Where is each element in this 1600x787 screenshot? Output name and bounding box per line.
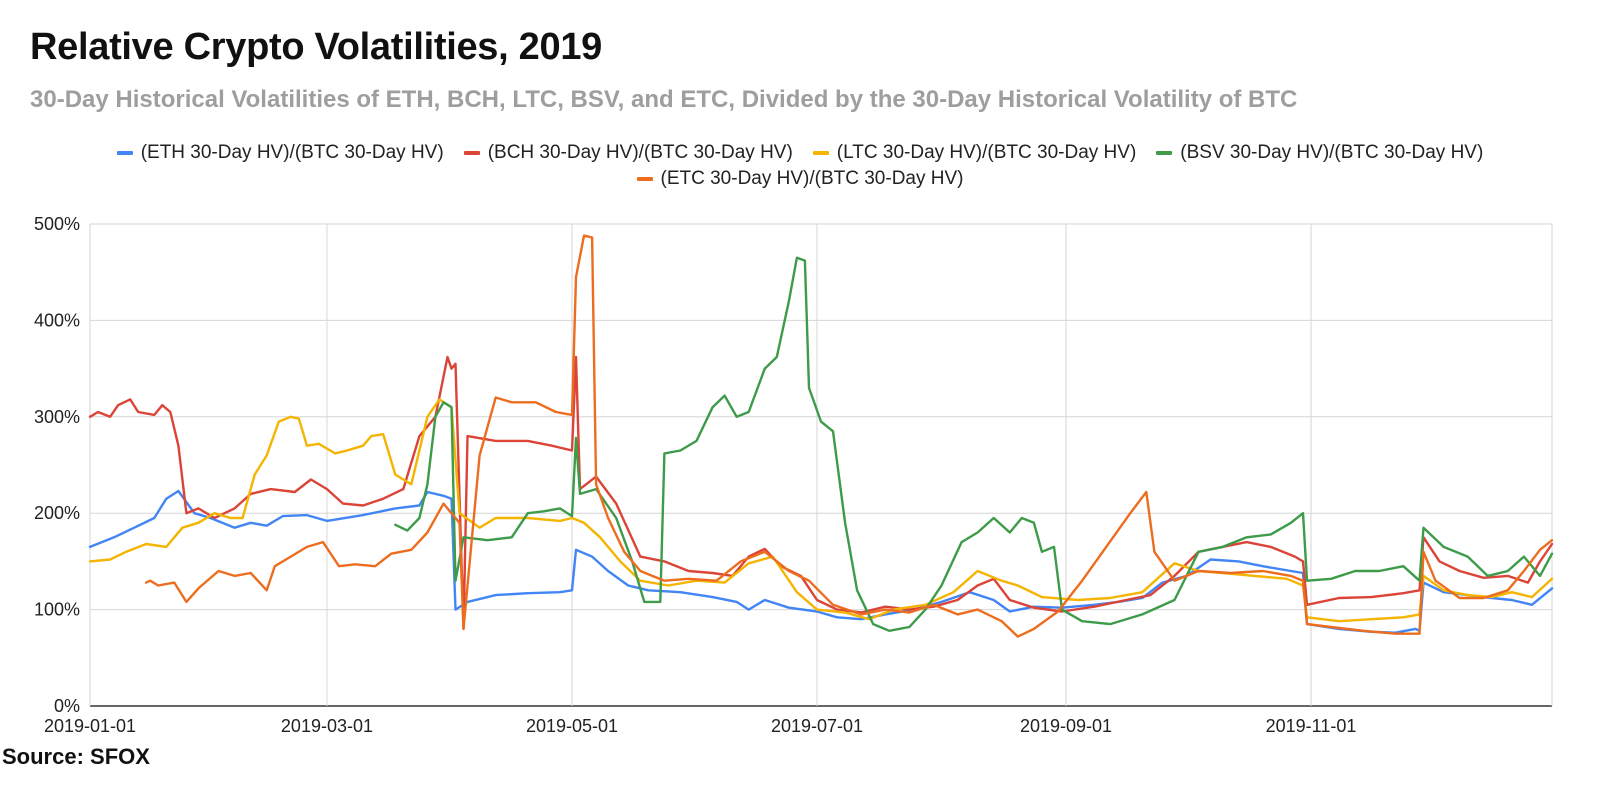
- x-tick-label: 2019-11-01: [1266, 716, 1357, 736]
- legend: (ETH 30-Day HV)/(BTC 30-Day HV) (BCH 30-…: [0, 140, 1600, 192]
- legend-item-etc[interactable]: (ETC 30-Day HV)/(BTC 30-Day HV): [636, 168, 964, 190]
- series-line-etc: [144, 234, 1554, 638]
- legend-swatch-etc: [636, 177, 653, 181]
- legend-label-etc: (ETC 30-Day HV)/(BTC 30-Day HV): [660, 168, 964, 189]
- source-note: Source: SFOX: [2, 744, 150, 769]
- y-tick-label: 400%: [34, 310, 80, 330]
- series-line-bch: [88, 355, 1554, 631]
- x-tick-label: 2019-03-01: [281, 716, 373, 736]
- legend-label-ltc: (LTC 30-Day HV)/(BTC 30-Day HV): [836, 142, 1137, 163]
- legend-item-bsv[interactable]: (BSV 30-Day HV)/(BTC 30-Day HV): [1156, 142, 1483, 164]
- x-tick-label: 2019-07-01: [771, 716, 863, 736]
- legend-item-bch[interactable]: (BCH 30-Day HV)/(BTC 30-Day HV): [463, 142, 793, 164]
- y-tick-label: 0%: [54, 696, 80, 716]
- legend-row-2: (ETC 30-Day HV)/(BTC 30-Day HV): [0, 166, 1600, 192]
- gridlines: [89, 223, 1553, 707]
- series-lines: [88, 234, 1554, 638]
- series-line-ltc: [88, 398, 1554, 623]
- x-tick-label: 2019-05-01: [526, 716, 618, 736]
- legend-row-1: (ETH 30-Day HV)/(BTC 30-Day HV) (BCH 30-…: [0, 140, 1600, 166]
- legend-label-eth: (ETH 30-Day HV)/(BTC 30-Day HV): [140, 142, 444, 163]
- legend-label-bsv: (BSV 30-Day HV)/(BTC 30-Day HV): [1180, 142, 1484, 163]
- legend-label-bch: (BCH 30-Day HV)/(BTC 30-Day HV): [487, 142, 793, 163]
- x-tick-label: 2019-09-01: [1020, 716, 1112, 736]
- y-tick-label: 500%: [34, 214, 80, 234]
- legend-swatch-bsv: [1156, 151, 1173, 155]
- series-line-eth: [88, 489, 1554, 634]
- series-line-bsv: [394, 256, 1554, 632]
- legend-item-ltc[interactable]: (LTC 30-Day HV)/(BTC 30-Day HV): [812, 142, 1137, 164]
- y-tick-label: 300%: [34, 407, 80, 427]
- axes: 0% 100% 200% 300% 400% 500% 2019-01-01 2019-03-…: [34, 214, 1356, 736]
- chart-title: Relative Crypto Volatilities, 2019: [30, 26, 602, 68]
- legend-swatch-eth: [116, 151, 133, 155]
- legend-item-eth[interactable]: (ETH 30-Day HV)/(BTC 30-Day HV): [116, 142, 444, 164]
- chart-subtitle: 30-Day Historical Volatilities of ETH, B…: [30, 86, 1298, 113]
- x-tick-label: 2019-01-01: [44, 716, 136, 736]
- legend-swatch-bch: [463, 151, 480, 155]
- y-tick-label: 200%: [34, 503, 80, 523]
- legend-swatch-ltc: [812, 151, 829, 155]
- y-tick-label: 100%: [34, 600, 80, 620]
